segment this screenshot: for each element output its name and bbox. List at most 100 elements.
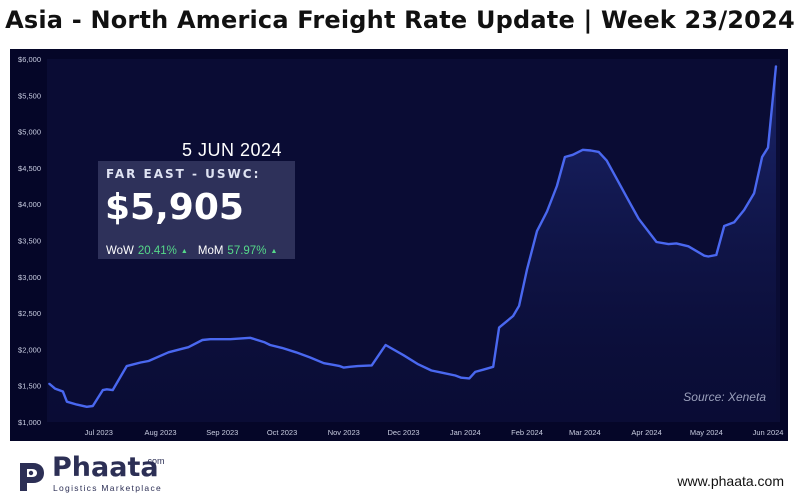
series-area [49, 65, 776, 423]
y-tick-label: $1,000 [18, 418, 41, 427]
page-title: Asia - North America Freight Rate Update… [5, 6, 795, 34]
data-point [655, 241, 658, 243]
rate-stats: WoW 20.41% ▲ MoM 57.97% ▲ [106, 245, 277, 257]
x-tick-label: Apr 2024 [631, 428, 661, 437]
data-point [86, 406, 88, 408]
series-points [48, 65, 777, 408]
data-point [295, 351, 297, 354]
y-tick-label: $5,500 [18, 91, 41, 100]
brand-tagline: Logistics Marketplace [53, 483, 163, 493]
data-point [229, 338, 232, 341]
data-point [637, 217, 640, 220]
x-tick-label: Aug 2023 [144, 428, 176, 437]
y-axis: $1,000 $1,500 $2,000 $2,500 $3,000 $3,500 $4,0… [18, 55, 41, 427]
data-point [460, 376, 463, 379]
mom-value: 57.97% [227, 245, 267, 257]
data-point [767, 146, 769, 149]
data-point [349, 366, 351, 368]
data-point [416, 363, 419, 365]
phaata-logo-icon [20, 463, 44, 491]
data-point [209, 338, 212, 341]
data-point [111, 389, 114, 391]
y-tick-label: $6,000 [18, 55, 41, 64]
y-tick-label: $2,000 [18, 345, 41, 354]
chart-panel: $1,000 $1,500 $2,000 $2,500 $3,000 $3,500 $4,0… [10, 49, 788, 441]
data-point [526, 268, 528, 271]
data-point [597, 151, 600, 153]
data-point [536, 230, 538, 232]
data-point [167, 351, 170, 354]
data-point [687, 245, 690, 248]
data-point [715, 254, 718, 256]
data-point [440, 371, 443, 374]
data-point [667, 243, 670, 245]
data-point [454, 374, 457, 377]
data-point [54, 387, 56, 390]
data-point [733, 221, 735, 224]
info-box: FAR EAST - USWC: $5,905 WoW 20.41% ▲ MoM 57.… [98, 161, 295, 259]
data-point [707, 255, 710, 258]
data-point [518, 305, 520, 307]
x-tick-label: Sep 2023 [206, 428, 238, 437]
mom-label: MoM [197, 245, 224, 257]
data-point [76, 403, 78, 406]
data-point [187, 346, 190, 349]
data-point [48, 382, 50, 385]
data-point [492, 366, 495, 368]
route-label: FAR EAST - USWC: [106, 167, 261, 181]
x-tick-label: Oct 2023 [267, 428, 297, 437]
website-link[interactable]: www.phaata.com [677, 473, 784, 489]
data-point [147, 360, 150, 362]
data-point [269, 344, 271, 346]
data-point [474, 371, 477, 373]
data-point [281, 347, 283, 349]
x-tick-label: Mar 2024 [569, 428, 601, 437]
data-point [761, 156, 763, 158]
data-point [323, 362, 325, 365]
data-point [582, 149, 584, 151]
data-point [181, 347, 184, 350]
data-point [775, 65, 777, 67]
data-point [139, 361, 142, 364]
data-point [92, 405, 94, 407]
data-point [356, 365, 359, 367]
x-tick-label: Feb 2024 [511, 428, 543, 437]
data-point [309, 356, 311, 359]
data-point [106, 388, 108, 391]
x-tick-label: Nov 2023 [328, 428, 360, 437]
y-tick-label: $3,500 [18, 237, 41, 246]
data-point [617, 181, 620, 184]
y-tick-label: $3,000 [18, 273, 41, 282]
freight-rate-chart: $1,000 $1,500 $2,000 $2,500 $3,000 $3,500 $4,0… [18, 55, 784, 437]
data-point [201, 339, 204, 341]
x-tick-label: Jun 2024 [753, 428, 784, 437]
data-point [556, 185, 558, 187]
x-tick-label: May 2024 [690, 428, 723, 437]
brand-suffix: .com [145, 456, 165, 466]
data-point [125, 365, 128, 367]
rate-value: $5,905 [105, 187, 244, 228]
data-point [331, 363, 333, 366]
x-axis: Jul 2023 Aug 2023 Sep 2023 Oct 2023 Nov 2023… [85, 428, 784, 437]
data-point [703, 254, 706, 257]
data-point [402, 354, 405, 357]
y-tick-label: $4,500 [18, 164, 41, 173]
data-point [62, 390, 64, 393]
series-line [48, 65, 778, 408]
data-point [743, 209, 745, 211]
wow-value: 20.41% [137, 245, 177, 257]
data-point [384, 344, 387, 346]
data-point [675, 242, 678, 245]
info-date: 5 JUN 2024 [182, 140, 283, 160]
x-tick-label: Jan 2024 [450, 428, 481, 437]
wow-label: WoW [106, 245, 134, 257]
data-point [343, 366, 345, 369]
data-point [468, 377, 471, 380]
data-point [512, 315, 514, 317]
y-tick-label: $2,500 [18, 309, 41, 318]
data-point [370, 364, 373, 367]
data-point [339, 365, 341, 367]
data-point [546, 210, 548, 213]
data-point [605, 159, 608, 162]
x-tick-label: Jul 2023 [85, 428, 113, 437]
